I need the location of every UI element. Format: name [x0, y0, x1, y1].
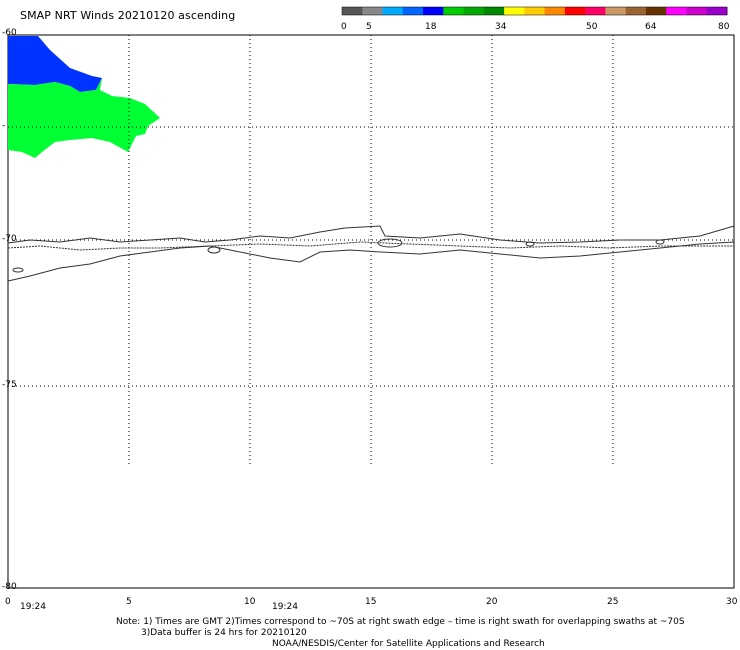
x-tick-label: 10 [244, 597, 256, 607]
x-tick-label: 0 [5, 597, 11, 607]
y-tick-label: -75 [2, 380, 17, 390]
colorbar-segment [443, 7, 465, 15]
colorbar-tick: 18 [425, 22, 437, 32]
colorbar-tick: 50 [586, 22, 598, 32]
colorbar-segment [706, 7, 728, 15]
colorbar-segment [666, 7, 687, 15]
note-line-3: NOAA/NESDIS/Center for Satellite Applica… [272, 639, 545, 649]
colorbar-segment [362, 7, 384, 15]
colorbar-tick: 34 [495, 22, 507, 32]
x-tick-label: 25 [607, 597, 619, 607]
colorbar-segment [402, 7, 424, 15]
colorbar-segment [645, 7, 667, 15]
time-label: 19:24 [20, 602, 46, 612]
colorbar-segment [423, 7, 444, 15]
colorbar-segment [483, 7, 505, 15]
colorbar-segment [625, 7, 647, 15]
colorbar-tick: 80 [718, 22, 730, 32]
y-tick-label: - [2, 121, 6, 131]
x-tick-label: 20 [486, 597, 498, 607]
coastline [7, 225, 735, 282]
colorbar-segment [524, 7, 546, 15]
note-line-2: 3)Data buffer is 24 hrs for 20210120 [141, 628, 307, 638]
colorbar-segment [544, 7, 566, 15]
colorbar-tick: 0 [341, 22, 347, 32]
x-tick-label: 30 [726, 597, 738, 607]
colorbar-segment [504, 7, 525, 15]
x-tick-label: 5 [126, 597, 132, 607]
wind-speed-colorbar [341, 6, 728, 16]
colorbar-segment [463, 7, 485, 15]
wind-swath-blue [8, 36, 102, 92]
time-label: 19:24 [272, 602, 298, 612]
colorbar-segment [585, 7, 606, 15]
y-tick-label: -80 [2, 582, 17, 592]
y-tick-label: -70 [2, 234, 17, 244]
map-title: SMAP NRT Winds 20210120 ascending [20, 9, 236, 22]
colorbar-segment [382, 7, 404, 15]
y-tick-label: -60 [2, 28, 17, 38]
note-line-1: Note: 1) Times are GMT 2)Times correspon… [116, 617, 685, 627]
colorbar-segment [342, 7, 363, 15]
x-tick-label: 15 [365, 597, 377, 607]
colorbar-segment [564, 7, 586, 15]
colorbar-segment [605, 7, 627, 15]
colorbar-tick: 64 [645, 22, 657, 32]
wind-swath-green [8, 78, 160, 158]
colorbar-frame [341, 6, 728, 16]
colorbar-tick: 5 [366, 22, 372, 32]
colorbar-segment [686, 7, 708, 15]
